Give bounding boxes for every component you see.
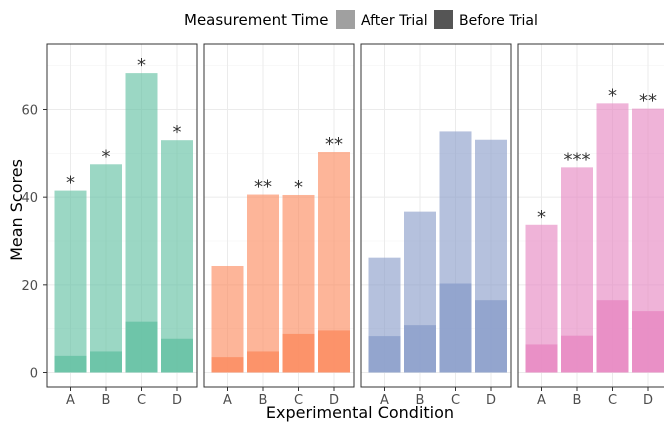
legend-title: Measurement Time xyxy=(184,11,328,29)
panel-border xyxy=(46,43,198,388)
significance-label: ** xyxy=(639,91,657,112)
bar-after-D xyxy=(161,140,193,373)
significance-label: ** xyxy=(254,177,272,198)
x-tick-label: A xyxy=(66,393,75,408)
bar-before-D xyxy=(318,330,350,373)
significance-label: * xyxy=(537,207,546,228)
bar-before-C xyxy=(439,283,472,373)
significance-label: ** xyxy=(325,134,343,155)
bar-after-A xyxy=(54,190,87,373)
legend-label-before-trial: Before Trial xyxy=(459,13,538,29)
x-tick-label: B xyxy=(102,393,111,408)
panel-3: A B C D xyxy=(360,43,512,408)
y-axis-label: Mean Scores xyxy=(7,159,26,261)
bar-before-A xyxy=(525,344,558,373)
significance-label: * xyxy=(66,173,75,194)
panel-border xyxy=(360,43,512,388)
x-tick-label: C xyxy=(608,393,617,408)
panel-2: A ** B * C ** D xyxy=(203,43,355,408)
x-tick-label: D xyxy=(172,393,182,408)
facet-panels: * A * B * C * D A ** B * C ** D A B C D * A *** B * C ** D xyxy=(46,43,664,408)
x-tick-label: A xyxy=(380,393,389,408)
bar-before-B xyxy=(247,351,279,373)
bar-before-C xyxy=(125,321,158,373)
y-tick-label: 20 xyxy=(21,279,38,294)
y-tick-label: 60 xyxy=(21,104,38,119)
bar-before-D xyxy=(632,311,664,373)
panel-4: * A *** B * C ** D xyxy=(517,43,664,408)
y-tick-label: 40 xyxy=(21,191,38,206)
significance-label: * xyxy=(102,146,111,167)
x-tick-label: A xyxy=(223,393,232,408)
y-tick-label: 0 xyxy=(30,367,38,382)
bar-before-B xyxy=(404,325,436,373)
significance-label: * xyxy=(137,55,146,76)
panel-border xyxy=(203,43,355,388)
x-tick-label: C xyxy=(451,393,460,408)
legend-swatch-before-trial xyxy=(434,10,453,29)
x-tick-label: C xyxy=(294,393,303,408)
legend-label-after-trial: After Trial xyxy=(361,13,428,29)
bar-before-C xyxy=(596,300,629,373)
bar-before-C xyxy=(282,333,315,373)
bar-before-A xyxy=(54,355,87,373)
significance-label: * xyxy=(173,122,182,143)
x-axis-label: Experimental Condition xyxy=(266,403,454,422)
panel-border xyxy=(517,43,664,388)
x-tick-label: C xyxy=(137,393,146,408)
bar-before-B xyxy=(561,335,593,373)
bar-before-A xyxy=(368,336,401,373)
legend: Measurement Time After Trial Before Tria… xyxy=(184,10,538,29)
x-tick-label: B xyxy=(416,393,425,408)
bar-before-A xyxy=(211,357,244,373)
significance-label: *** xyxy=(564,149,591,170)
x-tick-label: D xyxy=(643,393,653,408)
bar-after-B xyxy=(247,194,279,373)
significance-label: * xyxy=(608,85,617,106)
x-tick-label: D xyxy=(329,393,339,408)
x-tick-label: B xyxy=(259,393,268,408)
x-tick-label: D xyxy=(486,393,496,408)
significance-label: * xyxy=(294,177,303,198)
x-tick-label: A xyxy=(537,393,546,408)
x-tick-label: B xyxy=(573,393,582,408)
bar-before-D xyxy=(475,300,507,373)
y-axis: 0 20 40 60 xyxy=(21,104,47,382)
bar-after-B xyxy=(90,164,122,373)
bar-after-A xyxy=(211,265,244,373)
panel-1: * A * B * C * D xyxy=(46,43,198,408)
bar-before-D xyxy=(161,338,193,373)
legend-swatch-after-trial xyxy=(336,10,355,29)
bar-before-B xyxy=(90,351,122,373)
